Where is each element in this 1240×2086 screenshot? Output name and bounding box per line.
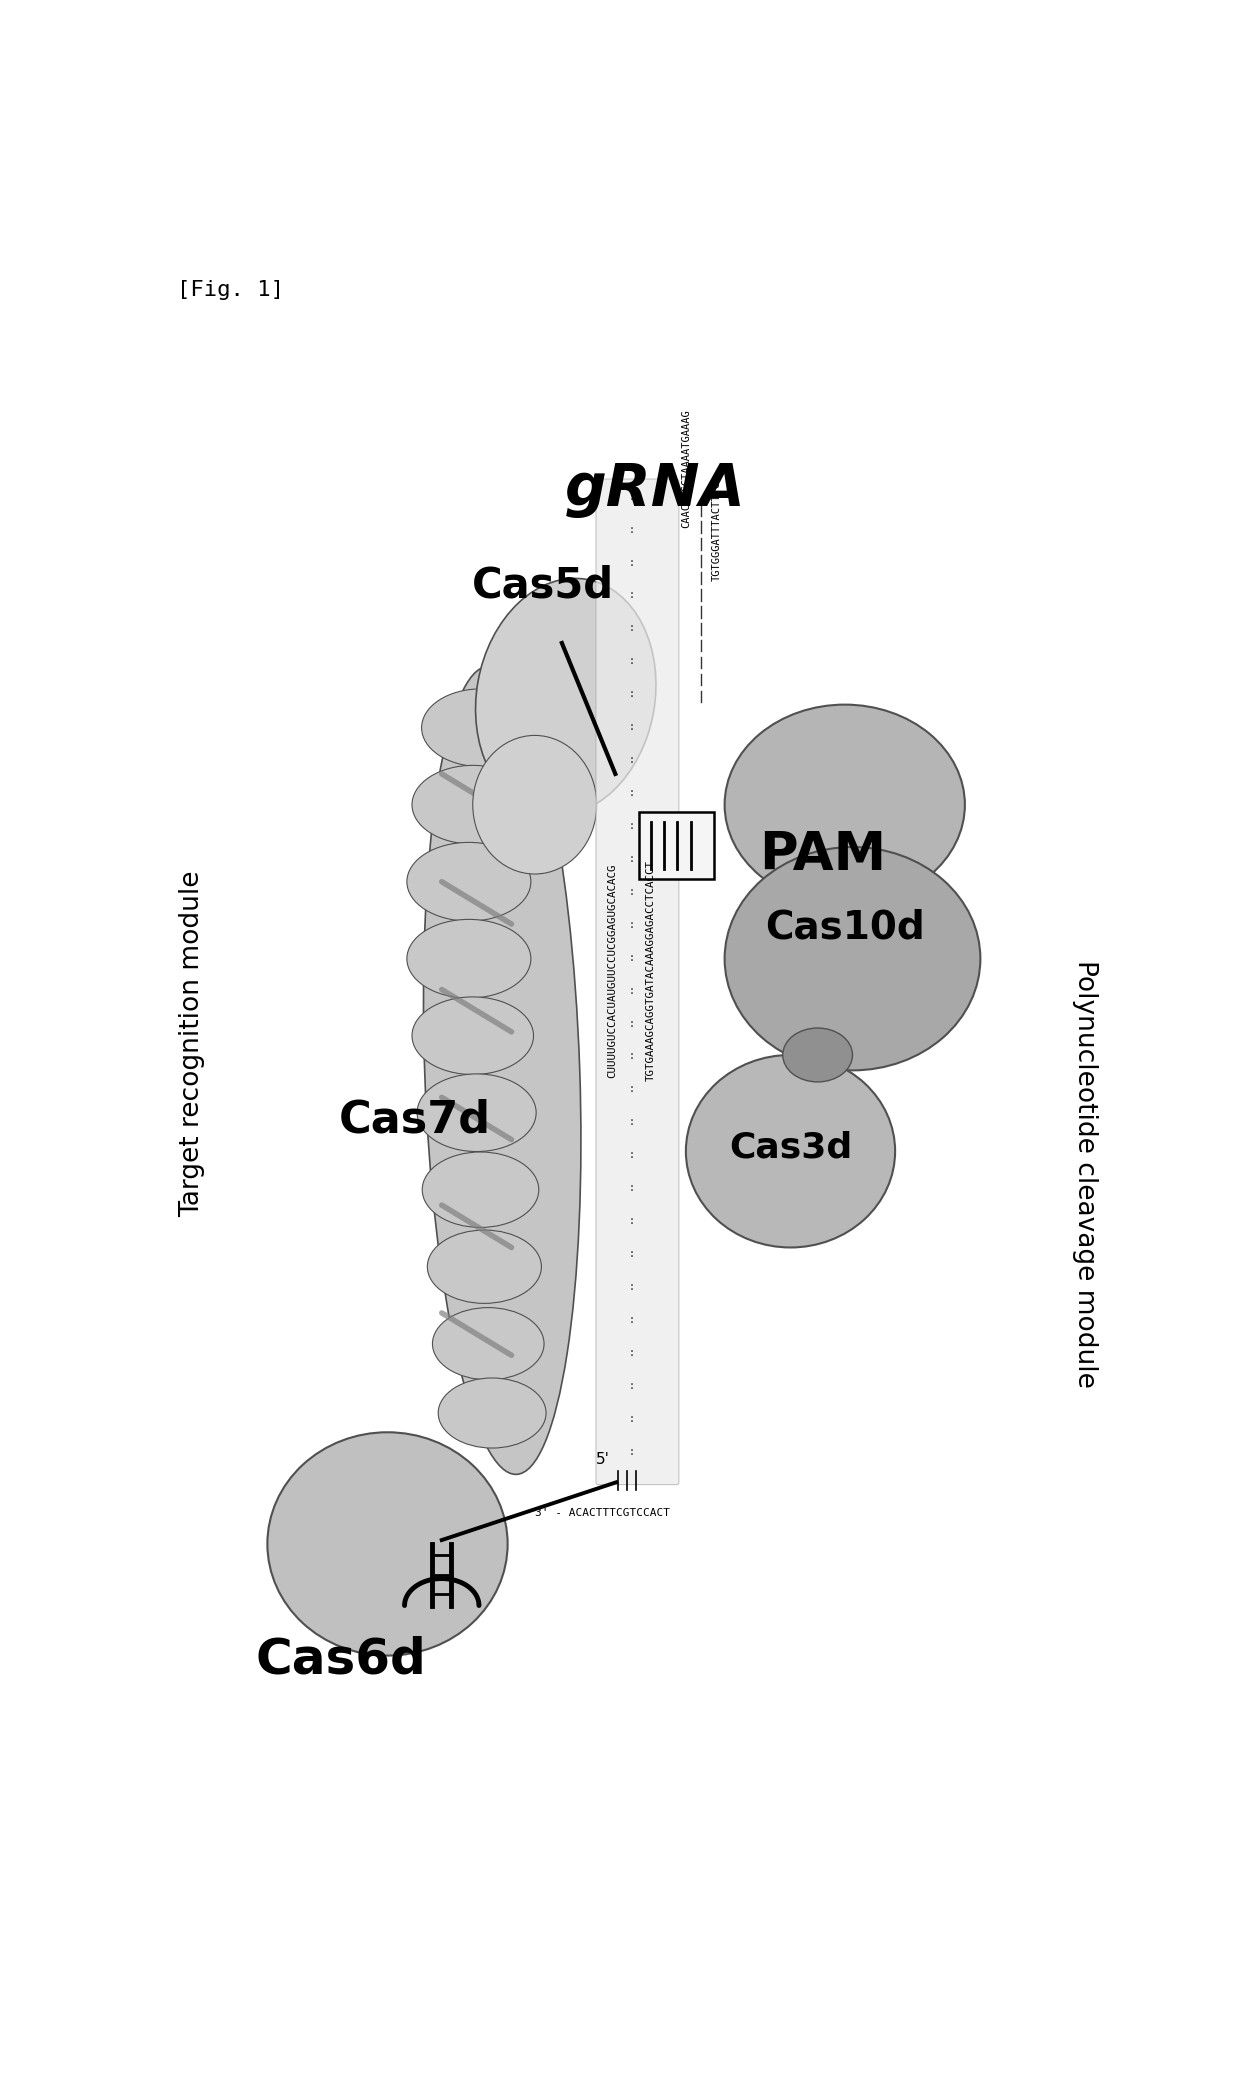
Text: :: : bbox=[629, 1283, 635, 1291]
Ellipse shape bbox=[475, 578, 656, 816]
Text: :: : bbox=[629, 789, 635, 799]
Text: :: : bbox=[629, 526, 635, 534]
Text: Cas6d: Cas6d bbox=[255, 1635, 427, 1683]
Text: :: : bbox=[629, 887, 635, 897]
Ellipse shape bbox=[433, 1308, 544, 1379]
Ellipse shape bbox=[686, 1056, 895, 1247]
Text: :: : bbox=[629, 624, 635, 634]
Text: :: : bbox=[629, 1118, 635, 1126]
Text: Target recognition module: Target recognition module bbox=[180, 870, 205, 1216]
Ellipse shape bbox=[412, 766, 533, 845]
Text: :: : bbox=[629, 722, 635, 732]
Ellipse shape bbox=[724, 705, 965, 905]
Text: :: : bbox=[629, 1216, 635, 1227]
Ellipse shape bbox=[724, 847, 981, 1070]
Ellipse shape bbox=[472, 736, 596, 874]
Text: :: : bbox=[629, 1414, 635, 1423]
Text: Cas3d: Cas3d bbox=[729, 1131, 852, 1164]
Text: :: : bbox=[629, 688, 635, 699]
Ellipse shape bbox=[412, 997, 533, 1074]
Ellipse shape bbox=[417, 1074, 536, 1151]
Text: Polynucleotide cleavage module: Polynucleotide cleavage module bbox=[1073, 960, 1097, 1389]
Text: CAACCACCTAAAATGAAAG: CAACCACCTAAAATGAAAG bbox=[681, 409, 691, 528]
Ellipse shape bbox=[422, 688, 539, 766]
Text: :: : bbox=[629, 657, 635, 665]
Text: gRNA: gRNA bbox=[564, 461, 745, 517]
FancyBboxPatch shape bbox=[639, 811, 714, 878]
Text: :: : bbox=[629, 853, 635, 864]
Ellipse shape bbox=[423, 665, 582, 1475]
Text: :: : bbox=[629, 953, 635, 962]
Text: :: : bbox=[629, 822, 635, 830]
Text: :: : bbox=[629, 1183, 635, 1193]
Text: 3' - ACACTTTCGTCCACT: 3' - ACACTTTCGTCCACT bbox=[534, 1508, 670, 1519]
Text: PAM: PAM bbox=[759, 828, 887, 880]
FancyBboxPatch shape bbox=[596, 480, 680, 1485]
Text: CUUUUGUCCACUAUGUUCCUCGGAGUGCACACG: CUUUUGUCCACUAUGUUCCUCGGAGUGCACACG bbox=[608, 864, 618, 1078]
Text: Cas7d: Cas7d bbox=[339, 1099, 491, 1141]
Text: :: : bbox=[629, 1149, 635, 1160]
Text: :: : bbox=[629, 1314, 635, 1325]
Text: :: : bbox=[629, 492, 635, 503]
Text: Cas5d: Cas5d bbox=[471, 565, 614, 607]
Text: :: : bbox=[629, 1085, 635, 1095]
Text: 5': 5' bbox=[596, 1452, 610, 1466]
Text: :: : bbox=[629, 985, 635, 995]
Ellipse shape bbox=[268, 1433, 507, 1656]
Text: TGTGGGATTTACTTTC: TGTGGGATTTACTTTC bbox=[712, 482, 722, 582]
Text: Cas10d: Cas10d bbox=[765, 909, 925, 947]
Text: :: : bbox=[629, 590, 635, 601]
Ellipse shape bbox=[782, 1028, 853, 1083]
Text: :: : bbox=[629, 755, 635, 766]
Ellipse shape bbox=[438, 1379, 546, 1448]
Text: :: : bbox=[629, 1381, 635, 1391]
Text: TGTGAAAGCAGGTGATACAAAGGAGACCTCACCT: TGTGAAAGCAGGTGATACAAAGGAGACCTCACCT bbox=[646, 859, 656, 1081]
Text: :: : bbox=[629, 1250, 635, 1260]
Text: [Fig. 1]: [Fig. 1] bbox=[176, 280, 284, 300]
Text: :: : bbox=[629, 1018, 635, 1028]
Text: :: : bbox=[629, 1051, 635, 1062]
Ellipse shape bbox=[428, 1231, 542, 1304]
Text: :: : bbox=[629, 1348, 635, 1358]
Ellipse shape bbox=[407, 920, 531, 997]
Ellipse shape bbox=[407, 843, 531, 922]
Ellipse shape bbox=[422, 1151, 538, 1227]
Text: :: : bbox=[629, 1446, 635, 1456]
Text: :: : bbox=[629, 920, 635, 930]
Text: :: : bbox=[629, 557, 635, 567]
